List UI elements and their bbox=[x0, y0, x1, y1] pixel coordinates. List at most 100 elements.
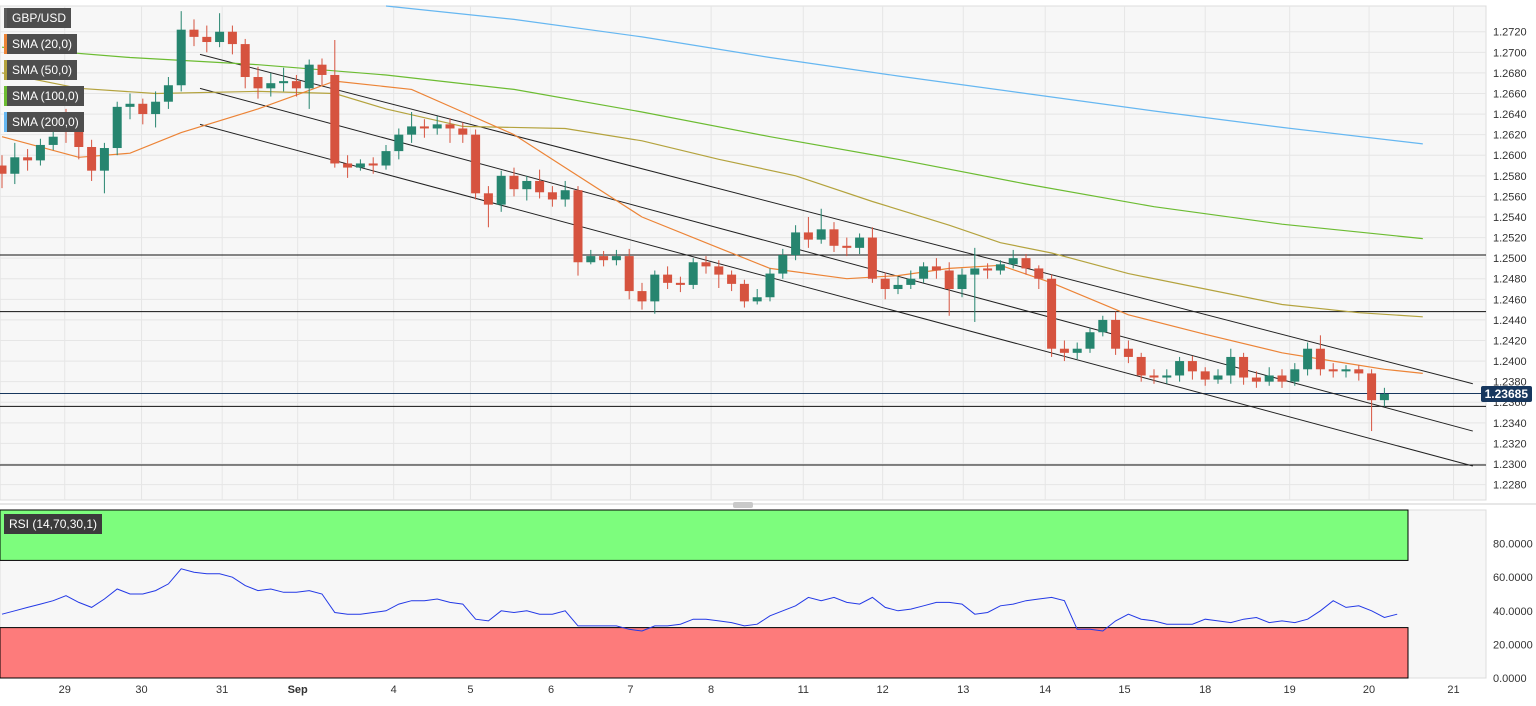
candle bbox=[458, 122, 468, 143]
candle-body bbox=[0, 165, 7, 174]
candle-body bbox=[176, 29, 186, 86]
price-tick-label: 1.2340 bbox=[1493, 418, 1527, 430]
price-tick-label: 1.2620 bbox=[1493, 130, 1527, 142]
price-tick-label: 1.2600 bbox=[1493, 150, 1527, 162]
candle-body bbox=[688, 262, 698, 285]
rsi-line bbox=[1, 568, 1398, 632]
candle-body bbox=[317, 64, 327, 75]
candle bbox=[1175, 356, 1185, 382]
sma100-line bbox=[1, 46, 1423, 240]
candle-body bbox=[560, 190, 570, 200]
price-tick-label: 1.2640 bbox=[1493, 109, 1527, 121]
candle-body bbox=[125, 103, 135, 107]
candle-body bbox=[727, 274, 737, 284]
candle bbox=[368, 157, 378, 174]
legend-sma20[interactable]: SMA (20,0) bbox=[4, 34, 78, 54]
candle-body bbox=[1187, 361, 1197, 372]
legend-symbol[interactable]: GBP/USD bbox=[4, 8, 72, 28]
candle-body bbox=[1175, 361, 1185, 376]
sma20-line bbox=[1, 80, 1423, 374]
candle-body bbox=[573, 190, 583, 263]
price-tick-label: 1.2500 bbox=[1493, 253, 1527, 265]
candle-body bbox=[675, 282, 685, 285]
candle bbox=[535, 169, 545, 199]
time-tick-label: 7 bbox=[627, 684, 633, 696]
time-tick-label: 30 bbox=[135, 684, 147, 696]
candle-body bbox=[23, 157, 33, 161]
time-tick-label: 12 bbox=[877, 684, 889, 696]
candle bbox=[688, 258, 698, 290]
last-price-badge: 1.23685 bbox=[1480, 386, 1532, 402]
main-plot-area bbox=[0, 5, 1487, 501]
time-tick-label: 29 bbox=[59, 684, 71, 696]
candle-body bbox=[471, 134, 481, 194]
candle-body bbox=[1277, 375, 1287, 382]
candle-body bbox=[663, 274, 673, 283]
channel-lines bbox=[199, 53, 1473, 467]
candle-body bbox=[944, 270, 954, 290]
candle-body bbox=[87, 146, 97, 171]
candle-body bbox=[1111, 319, 1121, 349]
candle bbox=[816, 208, 826, 244]
candle bbox=[304, 59, 314, 109]
legend-sma100[interactable]: SMA (100,0) bbox=[4, 86, 84, 106]
candle bbox=[343, 155, 353, 178]
candle bbox=[944, 262, 954, 316]
candle-body bbox=[1034, 268, 1044, 279]
time-tick-label: 20 bbox=[1363, 684, 1375, 696]
panel-resize-handle[interactable] bbox=[733, 502, 753, 508]
candle bbox=[995, 260, 1005, 275]
candle-body bbox=[227, 31, 237, 45]
candle-body bbox=[611, 256, 621, 261]
candle-body bbox=[112, 106, 122, 149]
candle bbox=[10, 142, 20, 185]
candle bbox=[1315, 335, 1325, 376]
candle bbox=[919, 262, 929, 283]
candle-body bbox=[624, 256, 634, 292]
candle-body bbox=[1379, 393, 1389, 401]
candle bbox=[1162, 369, 1172, 384]
time-tick-label: 14 bbox=[1039, 684, 1051, 696]
candle bbox=[791, 225, 801, 261]
channel-line bbox=[199, 87, 1473, 432]
candle bbox=[509, 167, 519, 197]
candle bbox=[547, 186, 557, 207]
candle bbox=[650, 270, 660, 314]
candle-body bbox=[1367, 373, 1377, 401]
candle bbox=[138, 98, 148, 125]
candle-body bbox=[483, 193, 493, 205]
candle-body bbox=[1200, 371, 1210, 380]
candle bbox=[35, 138, 45, 166]
candle bbox=[1200, 367, 1210, 386]
candle bbox=[176, 11, 186, 92]
candle bbox=[1354, 365, 1364, 381]
candle-body bbox=[1328, 369, 1338, 372]
candle-body bbox=[163, 85, 173, 102]
rsi-legend[interactable]: RSI (14,70,30,1) bbox=[4, 514, 103, 534]
candle bbox=[23, 149, 33, 171]
candle bbox=[803, 216, 813, 248]
candle-body bbox=[355, 163, 365, 168]
candle-body bbox=[599, 256, 609, 261]
candle-body bbox=[1239, 356, 1249, 378]
price-tick-label: 1.2560 bbox=[1493, 191, 1527, 203]
candle-body bbox=[1354, 369, 1364, 374]
legend-sma50[interactable]: SMA (50,0) bbox=[4, 60, 78, 80]
price-axis: 1.22801.23001.23201.23401.23601.23801.24… bbox=[1493, 27, 1527, 492]
candle-body bbox=[1264, 375, 1274, 382]
candle bbox=[1034, 265, 1044, 290]
rsi-overbought-zone bbox=[0, 509, 1409, 561]
candle-body bbox=[266, 83, 276, 89]
candle bbox=[637, 282, 647, 310]
candle-body bbox=[48, 136, 58, 145]
price-tick-label: 1.2400 bbox=[1493, 356, 1527, 368]
price-tick-label: 1.2680 bbox=[1493, 68, 1527, 80]
candle bbox=[522, 175, 532, 201]
candle bbox=[407, 112, 417, 143]
candle-body bbox=[816, 229, 826, 240]
candle-body bbox=[1021, 258, 1031, 269]
price-tick-label: 1.2420 bbox=[1493, 335, 1527, 347]
legend-sma200[interactable]: SMA (200,0) bbox=[4, 112, 84, 132]
channel-line bbox=[199, 123, 1473, 467]
